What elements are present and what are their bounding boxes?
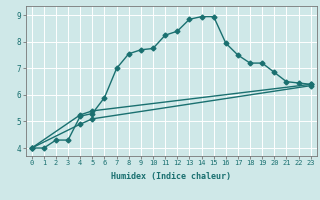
X-axis label: Humidex (Indice chaleur): Humidex (Indice chaleur) [111, 172, 231, 181]
